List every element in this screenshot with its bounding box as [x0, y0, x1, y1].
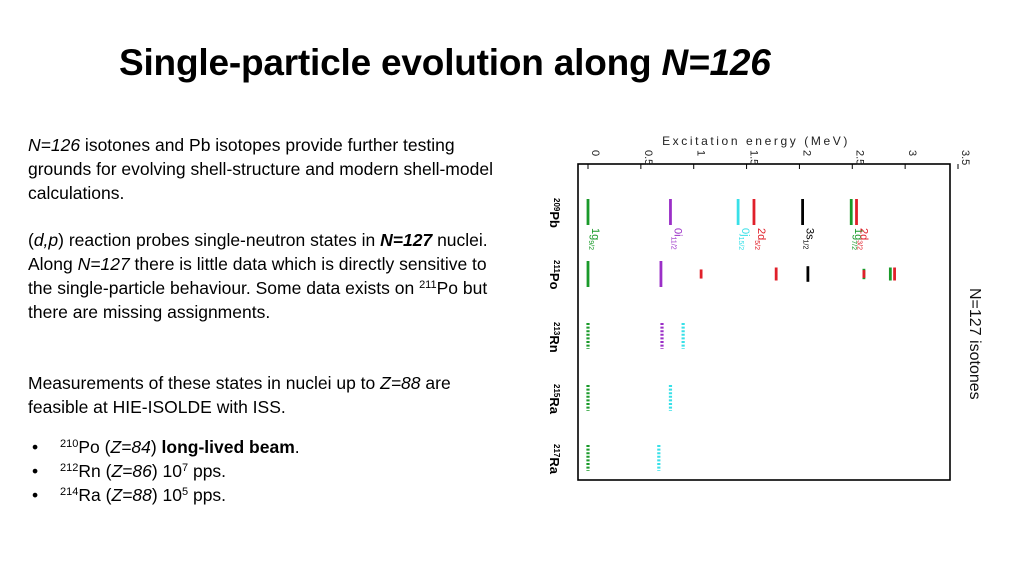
tick-label: 0 — [589, 150, 601, 156]
orbital-label: 3s1/2 — [802, 228, 816, 249]
nucleus-label: 211Po — [547, 260, 562, 290]
tick-label: 2 — [800, 150, 812, 156]
nucleus-label: 213Rn — [547, 322, 562, 353]
bullet-rn212: • 212Rn (Z=86) 107 pps. — [32, 461, 227, 481]
chart-frame — [577, 163, 951, 481]
svg-text:2d5/2: 2d5/2 — [753, 228, 767, 250]
bullet-ra214: • 214Ra (Z=88) 105 pps. — [32, 485, 227, 505]
paragraph-hie-isolde: Measurements of these states in nuclei u… — [28, 373, 451, 417]
svg-text:0i11/2: 0i11/2 — [669, 228, 683, 250]
orbital-label: 1g9/2 — [587, 228, 601, 250]
tick-label: 2.5 — [853, 150, 865, 165]
tick-label: 1.5 — [748, 150, 760, 165]
level-scheme-chart: Excitation energy (MeV) 0 0.5 1 1.5 2 2.5 3 3.5 N… — [547, 134, 983, 481]
paragraph-intro: N=126 isotones and Pb isotopes provide f… — [28, 135, 493, 203]
orbital-label: 0i11/2 — [669, 228, 683, 250]
slide-title: Single-particle evolution along N=126 — [119, 42, 771, 83]
tick-label: 0.5 — [642, 150, 654, 165]
svg-text:217Ra: 217Ra — [547, 444, 562, 475]
tick-label: 3 — [906, 150, 918, 156]
nucleus-label: 209Pb — [547, 198, 562, 228]
orbital-label: 0j15/2 — [737, 228, 751, 250]
svg-text:1g7/2: 1g7/2 — [850, 228, 864, 250]
svg-text:1g9/2: 1g9/2 — [587, 228, 601, 250]
tick-label: 1 — [695, 150, 707, 156]
svg-text:0j15/2: 0j15/2 — [737, 228, 751, 250]
level-scheme-figure: Excitation energy (MeV) 0 0.5 1 1.5 2 2.5 3 3.5 N… — [520, 128, 990, 498]
svg-text:213Rn: 213Rn — [547, 322, 562, 353]
orbital-label: 2d5/2 — [753, 228, 767, 250]
paragraph-dp-reaction: (d,p) reaction probes single-neutron sta… — [28, 230, 488, 322]
svg-text:211Po: 211Po — [547, 260, 562, 290]
nucleus-label: 217Ra — [547, 444, 562, 475]
nucleus-label: 215Ra — [547, 384, 562, 415]
tick-label: 3.5 — [959, 150, 971, 165]
svg-text:209Pb: 209Pb — [547, 198, 562, 228]
side-label: N=127 isotones — [966, 288, 983, 400]
axis-title: Excitation energy (MeV) — [662, 134, 850, 148]
svg-text:2d3/2: 2d3/2 — [856, 228, 870, 250]
orbital-label: 1g7/2 — [850, 228, 864, 250]
svg-text:215Ra: 215Ra — [547, 384, 562, 415]
bullet-po210: • 210Po (Z=84) long-lived beam. — [32, 437, 300, 457]
orbital-label: 2d3/2 — [856, 228, 870, 250]
beam-list: • 210Po (Z=84) long-lived beam. • 212Rn (Z… — [28, 435, 300, 507]
svg-text:3s1/2: 3s1/2 — [802, 228, 816, 249]
